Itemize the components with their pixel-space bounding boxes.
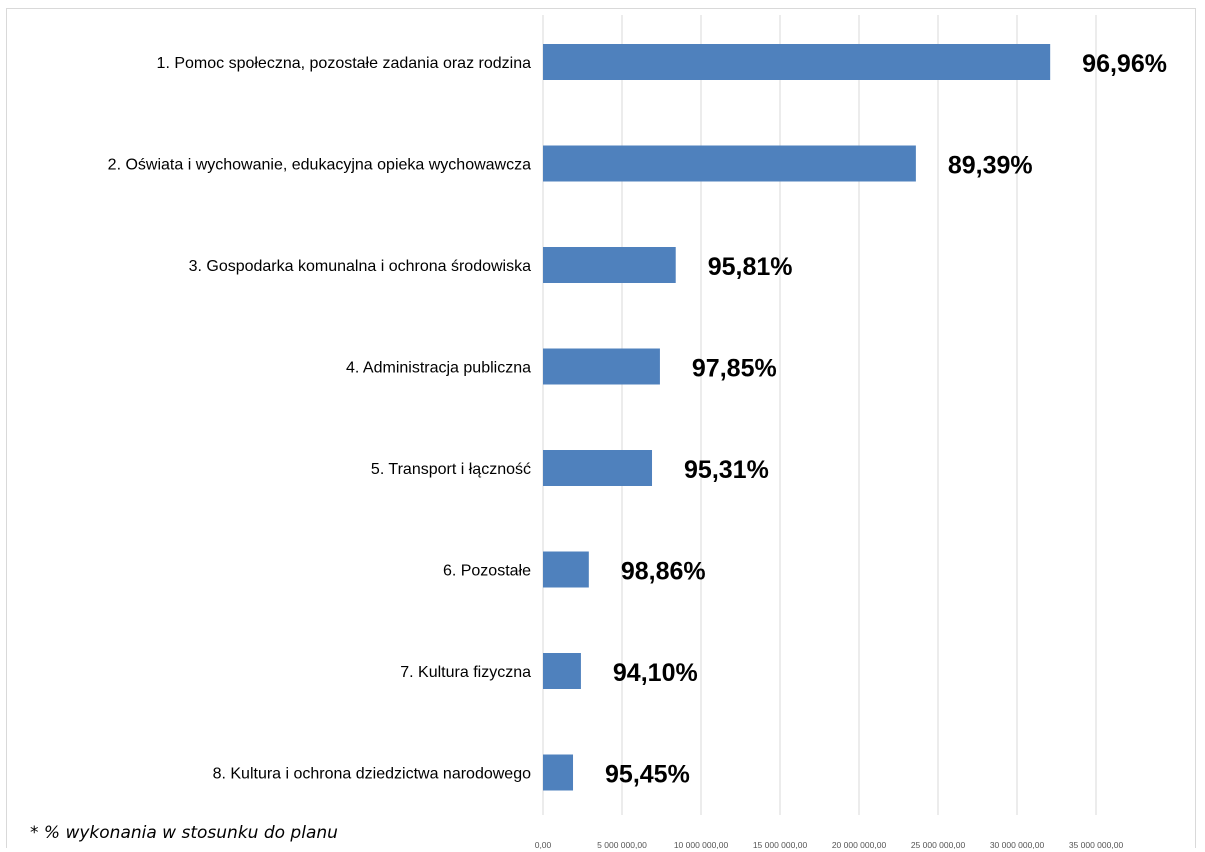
- data-label: 96,96%: [1082, 50, 1167, 78]
- category-label: 4. Administracja publiczna: [346, 360, 531, 377]
- category-label: 5. Transport i łączność: [371, 461, 531, 478]
- data-label: 89,39%: [948, 152, 1033, 180]
- x-tick-label: 20 000 000,00: [832, 840, 887, 850]
- data-label: 95,45%: [605, 761, 690, 789]
- category-label: 3. Gospodarka komunalna i ochrona środow…: [189, 258, 532, 275]
- bar: [543, 653, 581, 689]
- x-tick-label: 10 000 000,00: [674, 840, 729, 850]
- bar: [543, 145, 916, 182]
- data-label: 94,10%: [613, 659, 698, 687]
- data-label: 97,85%: [692, 355, 777, 383]
- category-label: 1. Pomoc społeczna, pozostałe zadania or…: [157, 55, 532, 72]
- chart-frame: [6, 8, 1196, 848]
- category-label: 2. Oświata i wychowanie, edukacyjna opie…: [108, 157, 531, 174]
- bar: [543, 44, 1051, 80]
- data-label: 95,31%: [684, 456, 769, 484]
- x-tick-label: 25 000 000,00: [911, 840, 966, 850]
- category-label: 8. Kultura i ochrona dziedzictwa narodow…: [213, 766, 532, 783]
- bar: [543, 247, 676, 283]
- bar: [543, 348, 660, 385]
- x-tick-label: 30 000 000,00: [990, 840, 1045, 850]
- x-tick-label: 5 000 000,00: [597, 840, 647, 850]
- bar: [543, 551, 589, 588]
- data-label: 98,86%: [621, 558, 706, 586]
- x-tick-label: 35 000 000,00: [1069, 840, 1124, 850]
- bar: [543, 754, 574, 791]
- footnote: * % wykonania w stosunku do planu: [30, 823, 338, 843]
- bar: [543, 450, 653, 486]
- x-tick-label: 0,00: [535, 840, 552, 850]
- x-tick-label: 15 000 000,00: [753, 840, 808, 850]
- category-label: 7. Kultura fizyczna: [400, 664, 531, 681]
- category-label: 6. Pozostałe: [443, 563, 531, 580]
- data-label: 95,81%: [708, 253, 793, 281]
